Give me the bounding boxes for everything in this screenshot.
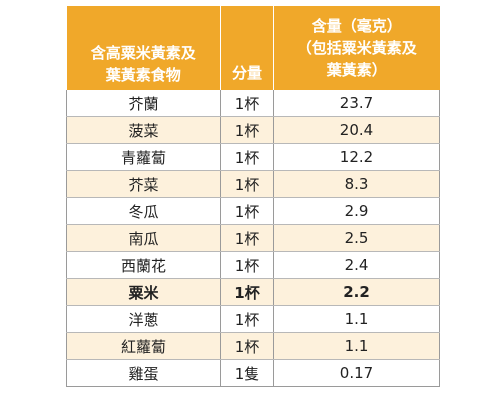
table-row: 南瓜 1杯 2.5: [66, 224, 440, 252]
cell-amount: 12.2: [273, 143, 440, 171]
table-row: 冬瓜 1杯 2.9: [66, 197, 440, 225]
header-amount: 含量（毫克） （包括粟米黃素及 葉黃素）: [273, 6, 440, 90]
cell-amount: 23.7: [273, 90, 440, 117]
table-row: 雞蛋 1隻 0.17: [66, 359, 440, 387]
header-amount-line-2: （包括粟米黃素及: [296, 39, 417, 57]
cell-amount: 20.4: [273, 116, 440, 144]
cell-food: 菠菜: [66, 116, 221, 144]
table-row: 青蘿蔔 1杯 12.2: [66, 143, 440, 171]
header-amount-line-3: 葉黃素）: [326, 61, 387, 79]
cell-food: 青蘿蔔: [66, 143, 221, 171]
header-quantity-label: 分量: [231, 64, 262, 82]
cell-quantity: 1杯: [220, 90, 274, 117]
table-body: 芥蘭 1杯 23.7 菠菜 1杯 20.4 青蘿蔔 1杯 12.2 芥菜 1杯 8.3 冬瓜 1杯 2.9 南…: [66, 90, 440, 387]
cell-amount: 2.4: [273, 251, 440, 279]
cell-food: 芥蘭: [66, 90, 221, 117]
header-quantity: 分量: [220, 6, 274, 90]
cell-food: 雞蛋: [66, 359, 221, 387]
cell-quantity: 1杯: [220, 305, 274, 333]
cell-amount: 2.9: [273, 197, 440, 225]
cell-quantity: 1杯: [220, 197, 274, 225]
table-row: 紅蘿蔔 1杯 1.1: [66, 332, 440, 360]
table-header: 含高粟米黃素及 葉黃素食物 分量 含量（毫克） （包括粟米黃素及 葉黃素）: [66, 6, 440, 90]
header-food-line-1: 含高粟米黃素及: [90, 44, 196, 62]
cell-food: 紅蘿蔔: [66, 332, 221, 360]
table-row: 菠菜 1杯 20.4: [66, 116, 440, 144]
cell-quantity: 1杯: [220, 170, 274, 198]
cell-food: 南瓜: [66, 224, 221, 252]
cell-quantity: 1杯: [220, 251, 274, 279]
table-row: 西蘭花 1杯 2.4: [66, 251, 440, 279]
cell-food: 粟米: [66, 278, 221, 306]
cell-amount: 2.2: [273, 278, 440, 306]
cell-amount: 1.1: [273, 305, 440, 333]
cell-food: 芥菜: [66, 170, 221, 198]
header-row: 含高粟米黃素及 葉黃素食物 分量 含量（毫克） （包括粟米黃素及 葉黃素）: [66, 6, 440, 90]
header-food-line-2: 葉黃素食物: [105, 66, 181, 84]
cell-amount: 1.1: [273, 332, 440, 360]
table-row: 粟米 1杯 2.2: [66, 278, 440, 306]
header-amount-line-1: 含量（毫克）: [311, 17, 402, 35]
cell-amount: 8.3: [273, 170, 440, 198]
cell-quantity: 1杯: [220, 143, 274, 171]
lutein-content-table: 含高粟米黃素及 葉黃素食物 分量 含量（毫克） （包括粟米黃素及 葉黃素） 芥蘭…: [66, 6, 440, 387]
cell-quantity: 1杯: [220, 224, 274, 252]
header-food: 含高粟米黃素及 葉黃素食物: [66, 6, 221, 90]
cell-food: 冬瓜: [66, 197, 221, 225]
cell-quantity: 1杯: [220, 278, 274, 306]
cell-amount: 0.17: [273, 359, 440, 387]
cell-quantity: 1杯: [220, 116, 274, 144]
cell-food: 西蘭花: [66, 251, 221, 279]
table-row: 芥菜 1杯 8.3: [66, 170, 440, 198]
table-row: 芥蘭 1杯 23.7: [66, 90, 440, 117]
cell-food: 洋蔥: [66, 305, 221, 333]
cell-quantity: 1隻: [220, 359, 274, 387]
cell-amount: 2.5: [273, 224, 440, 252]
table-row: 洋蔥 1杯 1.1: [66, 305, 440, 333]
lutein-content-table-container: 含高粟米黃素及 葉黃素食物 分量 含量（毫克） （包括粟米黃素及 葉黃素） 芥蘭…: [66, 6, 440, 393]
cell-quantity: 1杯: [220, 332, 274, 360]
